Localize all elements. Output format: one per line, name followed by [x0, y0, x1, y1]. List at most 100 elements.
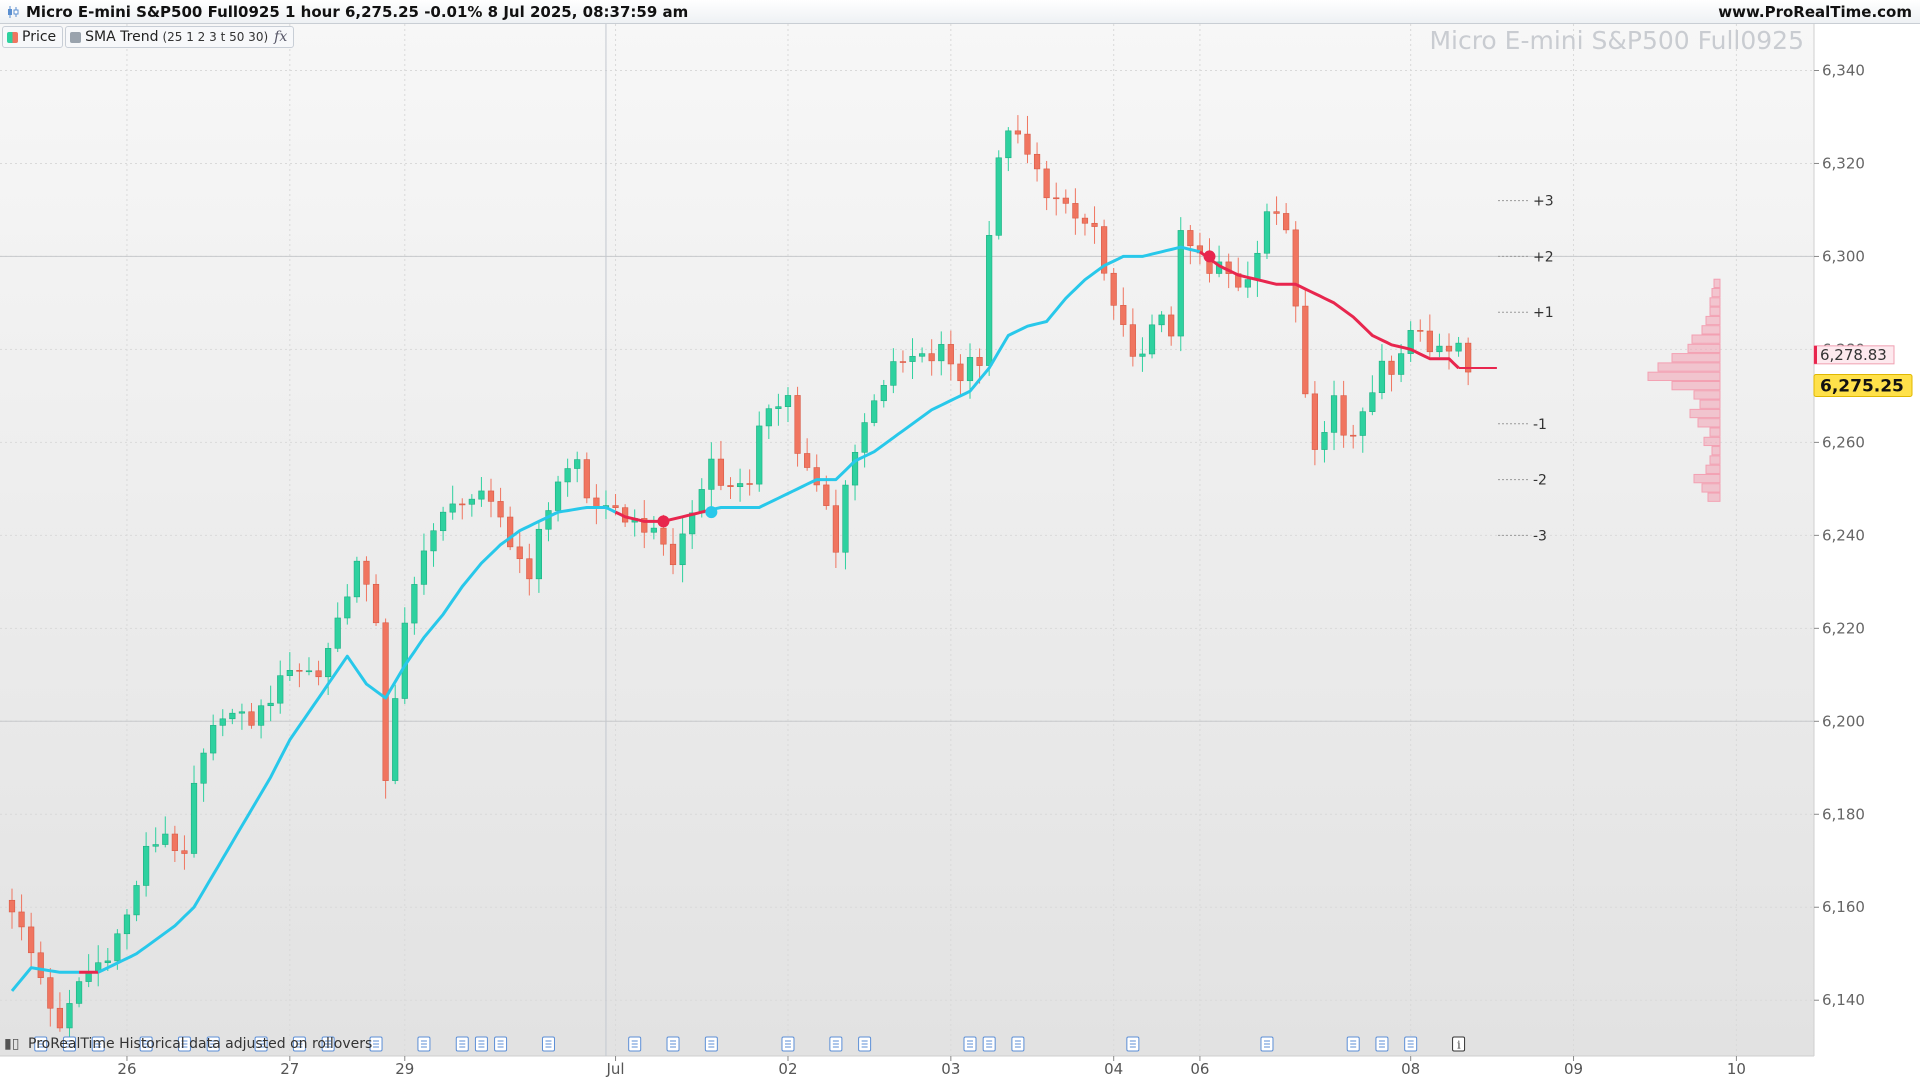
news-marker-icon[interactable]	[628, 1036, 642, 1052]
candle-body	[315, 670, 322, 678]
candlestick	[1177, 217, 1184, 352]
candle-body	[1072, 203, 1079, 219]
candlestick	[430, 523, 437, 567]
news-marker-icon[interactable]	[1375, 1036, 1389, 1052]
candle-body	[545, 510, 552, 530]
candle-body	[784, 395, 792, 407]
candlestick	[267, 685, 274, 722]
candle-body	[823, 484, 830, 506]
news-marker-icon[interactable]	[494, 1036, 508, 1052]
candlestick	[938, 331, 945, 376]
site-link[interactable]: www.ProRealTime.com	[1718, 3, 1912, 21]
candle-body	[679, 533, 686, 566]
price-axis-background[interactable]	[1814, 24, 1920, 1056]
news-marker-icon[interactable]	[1260, 1036, 1274, 1052]
news-marker-icon[interactable]	[369, 1036, 383, 1052]
candle-body	[181, 850, 188, 854]
news-marker-icon[interactable]	[417, 1036, 431, 1052]
price-tick-label: 6,200	[1822, 712, 1865, 730]
news-marker-icon[interactable]	[781, 1036, 795, 1052]
candle-body	[1168, 314, 1175, 337]
price-legend-chip[interactable]: Price	[2, 26, 64, 48]
signal-dot-down[interactable]	[1203, 250, 1216, 263]
news-marker-icon[interactable]	[91, 1036, 105, 1052]
candle-body	[104, 960, 111, 964]
candlestick	[804, 438, 811, 471]
news-marker-icon[interactable]	[177, 1036, 191, 1052]
sma-trend-legend-chip[interactable]: SMA Trend (25 1 2 3 t 50 30) fx	[65, 26, 295, 48]
candlestick	[554, 475, 562, 522]
news-marker-icon[interactable]	[829, 1036, 843, 1052]
news-marker-icon[interactable]	[455, 1036, 469, 1052]
candle-body	[765, 408, 772, 427]
news-marker-icon[interactable]	[34, 1036, 48, 1052]
candlestick	[497, 487, 504, 528]
time-axis-background[interactable]	[0, 1056, 1920, 1080]
fx-icon[interactable]: fx	[274, 29, 288, 45]
candle-body	[947, 344, 954, 365]
news-marker-icon[interactable]	[62, 1036, 76, 1052]
candle-body	[842, 484, 849, 553]
news-marker-icon[interactable]	[704, 1036, 718, 1052]
candle-body	[430, 530, 437, 552]
candlestick	[56, 992, 63, 1032]
candle-body	[1378, 360, 1386, 394]
info-marker-icon[interactable]: i	[1452, 1036, 1466, 1052]
news-marker-icon[interactable]	[292, 1036, 306, 1052]
news-marker-icon[interactable]	[474, 1036, 488, 1052]
candle-body	[612, 505, 619, 508]
time-tick-label: 08	[1401, 1060, 1420, 1078]
volume-profile-bar	[1699, 399, 1721, 409]
news-marker-icon[interactable]	[982, 1036, 996, 1052]
signal-dot-down[interactable]	[657, 515, 670, 528]
news-marker-icon[interactable]	[858, 1036, 872, 1052]
news-marker-icon[interactable]	[666, 1036, 680, 1052]
candle-body	[468, 498, 475, 505]
candle-body	[861, 422, 868, 453]
candle-body	[650, 527, 657, 533]
candle-body	[439, 511, 447, 532]
news-marker-icon[interactable]	[254, 1036, 268, 1052]
candle-body	[162, 833, 169, 845]
candlestick	[765, 404, 772, 440]
last-price-tag[interactable]	[1813, 373, 1913, 397]
candlestick	[756, 411, 763, 492]
candlestick	[478, 477, 485, 507]
news-marker-icon[interactable]	[206, 1036, 220, 1052]
volume-profile-bar	[1703, 436, 1721, 447]
candlestick	[1417, 319, 1424, 342]
news-marker-icon[interactable]	[1011, 1036, 1025, 1052]
news-marker-icon[interactable]	[1404, 1036, 1418, 1052]
news-marker-icon[interactable]	[963, 1036, 977, 1052]
candlestick	[679, 516, 686, 583]
candlestick	[995, 150, 1002, 240]
news-marker-icon[interactable]	[1126, 1036, 1140, 1052]
candle-body	[957, 363, 964, 382]
candlestick	[957, 354, 964, 397]
price-tick-label: 6,240	[1822, 526, 1865, 544]
signal-dot-up[interactable]	[705, 506, 718, 519]
news-marker-icon[interactable]	[1346, 1036, 1360, 1052]
candle-body	[995, 157, 1002, 236]
candlestick	[1244, 261, 1251, 298]
volume-profile-bar	[1687, 343, 1721, 354]
candle-body	[487, 490, 495, 502]
candlestick	[1263, 203, 1271, 260]
candle-body	[449, 503, 456, 513]
volume-profile-bar	[1711, 288, 1721, 298]
candle-body	[1369, 392, 1376, 412]
candlestick	[909, 338, 916, 380]
candle-body	[851, 451, 859, 486]
candlestick	[1340, 380, 1347, 448]
candle-body	[219, 718, 226, 726]
candlestick	[1369, 375, 1376, 416]
news-marker-icon[interactable]	[139, 1036, 153, 1052]
news-marker-icon[interactable]	[541, 1036, 555, 1052]
candlestick	[152, 827, 159, 853]
news-marker-icon[interactable]	[321, 1036, 335, 1052]
candle-body	[1139, 353, 1146, 357]
news-markers: i	[34, 1036, 1466, 1052]
candlestick	[736, 468, 744, 502]
marker-frame	[1452, 1036, 1466, 1052]
